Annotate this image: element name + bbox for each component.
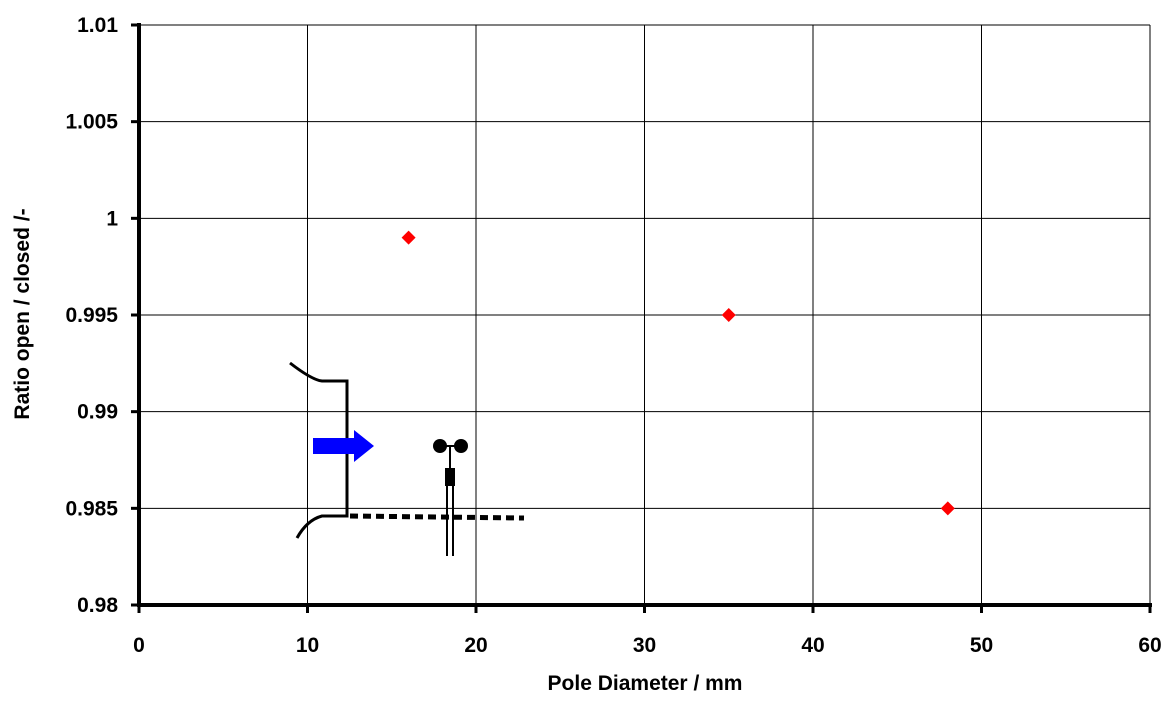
flow-arrow-icon <box>313 430 374 462</box>
y-tick-label: 1.005 <box>65 111 118 134</box>
duct-schematic-inset <box>289 361 525 556</box>
x-tick-label: 60 <box>1138 634 1161 657</box>
y-tick-label: 0.985 <box>65 497 118 520</box>
tick-labels: 0 10 20 30 40 50 60 0.98 0.985 0.99 0.995 1 1.005 1.0… <box>65 14 1161 657</box>
y-tick-label: 1 <box>106 207 118 230</box>
data-point <box>940 501 955 516</box>
data-points <box>401 230 955 516</box>
y-axis-title: Ratio open / closed /- <box>11 208 34 419</box>
y-tick-label: 1.01 <box>77 14 118 37</box>
y-tick-label: 0.995 <box>65 304 118 327</box>
x-axis-title: Pole Diameter / mm <box>548 672 743 695</box>
data-point <box>721 308 736 322</box>
grid <box>139 24 1151 605</box>
x-tick-label: 50 <box>970 634 993 657</box>
data-point <box>401 230 416 245</box>
x-tick-label: 40 <box>801 634 824 657</box>
x-tick-label: 10 <box>296 634 319 657</box>
y-tick-label: 0.99 <box>77 401 118 424</box>
x-tick-label: 20 <box>464 634 487 657</box>
y-tick-label: 0.98 <box>77 594 118 617</box>
anemometer-icon <box>433 439 468 556</box>
x-tick-label: 30 <box>633 634 656 657</box>
axes <box>131 23 1152 613</box>
x-tick-label: 0 <box>133 634 145 657</box>
